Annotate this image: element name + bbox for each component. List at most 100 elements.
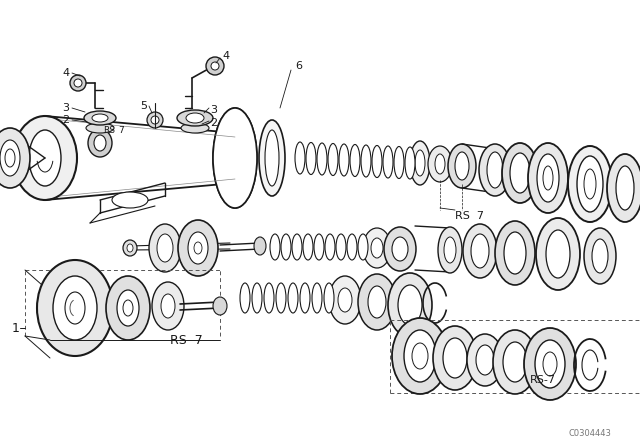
Ellipse shape bbox=[254, 237, 266, 255]
Ellipse shape bbox=[543, 352, 557, 376]
Ellipse shape bbox=[84, 111, 116, 125]
Ellipse shape bbox=[264, 283, 274, 313]
Ellipse shape bbox=[394, 146, 404, 178]
Ellipse shape bbox=[350, 145, 360, 177]
Ellipse shape bbox=[70, 75, 86, 91]
Ellipse shape bbox=[577, 156, 603, 212]
Ellipse shape bbox=[213, 108, 257, 208]
Ellipse shape bbox=[211, 62, 219, 70]
Ellipse shape bbox=[65, 292, 85, 324]
Ellipse shape bbox=[368, 286, 386, 318]
Ellipse shape bbox=[123, 300, 133, 316]
Ellipse shape bbox=[152, 282, 184, 330]
Ellipse shape bbox=[213, 108, 257, 208]
Ellipse shape bbox=[86, 123, 114, 133]
Ellipse shape bbox=[358, 274, 396, 330]
Ellipse shape bbox=[476, 345, 494, 375]
Ellipse shape bbox=[528, 143, 568, 213]
Text: RS  7: RS 7 bbox=[170, 333, 203, 346]
Text: 6: 6 bbox=[295, 61, 302, 71]
Ellipse shape bbox=[410, 141, 430, 185]
Ellipse shape bbox=[392, 237, 408, 261]
Ellipse shape bbox=[493, 330, 537, 394]
Ellipse shape bbox=[371, 238, 383, 258]
Text: 2: 2 bbox=[210, 118, 217, 128]
Ellipse shape bbox=[444, 237, 456, 263]
Ellipse shape bbox=[546, 230, 570, 278]
Ellipse shape bbox=[616, 166, 634, 210]
Ellipse shape bbox=[0, 140, 20, 176]
Ellipse shape bbox=[325, 234, 335, 260]
Ellipse shape bbox=[543, 166, 553, 190]
Ellipse shape bbox=[123, 240, 137, 256]
Ellipse shape bbox=[535, 340, 565, 388]
Ellipse shape bbox=[392, 318, 448, 394]
Ellipse shape bbox=[463, 224, 497, 278]
Ellipse shape bbox=[13, 116, 77, 200]
Ellipse shape bbox=[329, 276, 361, 324]
Ellipse shape bbox=[467, 334, 503, 386]
Ellipse shape bbox=[347, 234, 357, 260]
Text: C0304443: C0304443 bbox=[568, 428, 611, 438]
Ellipse shape bbox=[88, 129, 112, 157]
Ellipse shape bbox=[127, 244, 133, 252]
Ellipse shape bbox=[339, 144, 349, 176]
Ellipse shape bbox=[471, 234, 489, 268]
Text: 2: 2 bbox=[62, 115, 69, 125]
Ellipse shape bbox=[288, 283, 298, 313]
Ellipse shape bbox=[252, 283, 262, 313]
Ellipse shape bbox=[147, 112, 163, 128]
Ellipse shape bbox=[398, 285, 422, 325]
Ellipse shape bbox=[112, 192, 148, 208]
Ellipse shape bbox=[317, 143, 327, 175]
Text: RS-7: RS-7 bbox=[530, 375, 556, 385]
Ellipse shape bbox=[194, 242, 202, 254]
Text: 1: 1 bbox=[12, 322, 20, 335]
Ellipse shape bbox=[37, 260, 113, 356]
Ellipse shape bbox=[312, 283, 322, 313]
Ellipse shape bbox=[206, 57, 224, 75]
Ellipse shape bbox=[161, 294, 175, 318]
Ellipse shape bbox=[412, 343, 428, 369]
Ellipse shape bbox=[178, 220, 218, 276]
Text: 5: 5 bbox=[140, 101, 147, 111]
Ellipse shape bbox=[306, 142, 316, 175]
Ellipse shape bbox=[443, 338, 467, 378]
Ellipse shape bbox=[363, 228, 391, 268]
Ellipse shape bbox=[259, 120, 285, 196]
Ellipse shape bbox=[151, 116, 159, 124]
Ellipse shape bbox=[404, 330, 436, 382]
Ellipse shape bbox=[117, 290, 139, 326]
Ellipse shape bbox=[0, 128, 30, 188]
Ellipse shape bbox=[240, 283, 250, 313]
Text: 3: 3 bbox=[62, 103, 69, 113]
Text: 4: 4 bbox=[222, 51, 229, 61]
Ellipse shape bbox=[607, 154, 640, 222]
Ellipse shape bbox=[448, 144, 476, 188]
Ellipse shape bbox=[428, 146, 452, 182]
Ellipse shape bbox=[502, 143, 538, 203]
Ellipse shape bbox=[53, 276, 97, 340]
Text: RS  7: RS 7 bbox=[455, 211, 484, 221]
Ellipse shape bbox=[265, 130, 279, 186]
Ellipse shape bbox=[568, 146, 612, 222]
Ellipse shape bbox=[435, 154, 445, 174]
Ellipse shape bbox=[188, 232, 208, 264]
Ellipse shape bbox=[157, 234, 173, 262]
Ellipse shape bbox=[495, 221, 535, 285]
Ellipse shape bbox=[213, 297, 227, 315]
Ellipse shape bbox=[328, 143, 338, 176]
Text: 7: 7 bbox=[118, 125, 124, 134]
Ellipse shape bbox=[524, 328, 576, 400]
Ellipse shape bbox=[388, 273, 432, 337]
Ellipse shape bbox=[303, 234, 313, 260]
Ellipse shape bbox=[29, 130, 61, 186]
Ellipse shape bbox=[276, 283, 286, 313]
Ellipse shape bbox=[433, 326, 477, 390]
Ellipse shape bbox=[415, 150, 425, 176]
Ellipse shape bbox=[405, 147, 415, 179]
Ellipse shape bbox=[74, 79, 82, 87]
Ellipse shape bbox=[338, 288, 352, 312]
Ellipse shape bbox=[536, 218, 580, 290]
Ellipse shape bbox=[314, 234, 324, 260]
